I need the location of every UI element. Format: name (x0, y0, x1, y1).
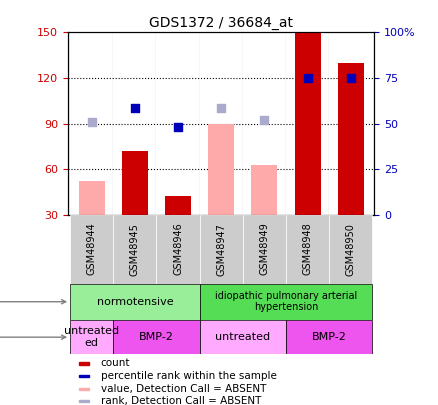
Text: GSM48948: GSM48948 (303, 223, 313, 275)
Bar (200, 215, 243, 284)
Bar (286, 32, 329, 215)
Bar (70, 32, 113, 215)
Bar (286, 215, 329, 284)
Bar (122, 151, 148, 215)
Bar (156, 32, 200, 215)
Text: count: count (101, 358, 130, 369)
Bar (70, 32, 113, 215)
Text: GSM48949: GSM48949 (259, 223, 269, 275)
Bar (286, 320, 372, 354)
Text: BMP-2: BMP-2 (312, 332, 346, 342)
Bar (79, 375, 89, 377)
Bar (200, 32, 243, 215)
Point (304, 75, 311, 81)
Bar (79, 362, 89, 364)
Bar (113, 32, 156, 215)
Bar (208, 124, 234, 215)
Bar (156, 215, 200, 284)
Bar (70, 320, 113, 354)
Bar (329, 215, 372, 284)
Text: GSM48946: GSM48946 (173, 223, 183, 275)
Text: normotensive: normotensive (96, 297, 173, 307)
Text: GSM48944: GSM48944 (87, 223, 97, 275)
Point (174, 123, 181, 130)
Point (347, 75, 354, 81)
Text: idiopathic pulmonary arterial
hypertension: idiopathic pulmonary arterial hypertensi… (215, 291, 357, 312)
Bar (113, 32, 156, 215)
Bar (79, 181, 105, 215)
Point (88, 119, 95, 125)
Bar (79, 401, 89, 403)
Bar (243, 32, 286, 215)
Point (218, 105, 225, 111)
Text: GSM48950: GSM48950 (346, 223, 356, 275)
Bar (200, 284, 372, 320)
Text: value, Detection Call = ABSENT: value, Detection Call = ABSENT (101, 384, 266, 394)
Title: GDS1372 / 36684_at: GDS1372 / 36684_at (149, 16, 293, 30)
Bar (295, 32, 321, 215)
Text: BMP-2: BMP-2 (139, 332, 174, 342)
Bar (338, 63, 364, 215)
Point (131, 105, 138, 111)
Bar (251, 164, 277, 215)
Text: percentile rank within the sample: percentile rank within the sample (101, 371, 277, 381)
Bar (70, 284, 200, 320)
Bar (165, 196, 191, 215)
Bar (200, 32, 243, 215)
Bar (243, 32, 286, 215)
Bar (286, 32, 329, 215)
Point (261, 117, 268, 124)
Text: untreated
ed: untreated ed (64, 326, 119, 348)
Bar (113, 320, 200, 354)
Text: rank, Detection Call = ABSENT: rank, Detection Call = ABSENT (101, 396, 261, 405)
Text: agent: agent (0, 332, 66, 342)
Bar (79, 388, 89, 390)
Bar (156, 32, 200, 215)
Bar (243, 215, 286, 284)
Text: GSM48945: GSM48945 (130, 223, 140, 275)
Bar (200, 320, 286, 354)
Bar (70, 215, 113, 284)
Bar (329, 32, 372, 215)
Text: disease state: disease state (0, 297, 66, 307)
Text: untreated: untreated (215, 332, 270, 342)
Text: GSM48947: GSM48947 (216, 223, 226, 275)
Bar (113, 215, 156, 284)
Bar (329, 32, 372, 215)
